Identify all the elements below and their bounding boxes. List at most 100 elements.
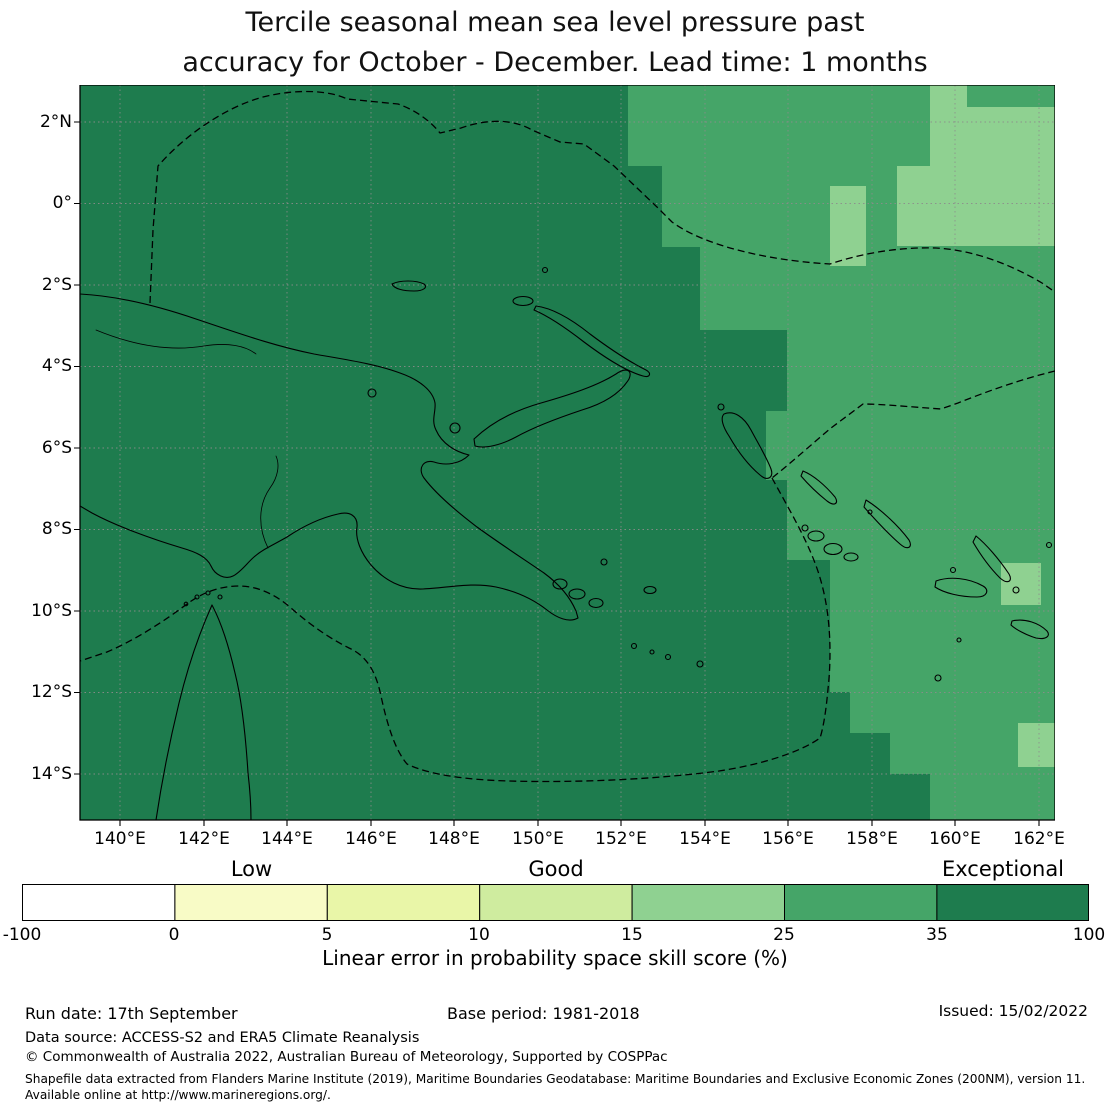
island-small — [956, 637, 962, 643]
map-frame — [79, 85, 1055, 821]
island-louisiade — [630, 642, 638, 650]
lat-tick-label: 6°S — [41, 438, 72, 458]
colorbar-segment — [479, 884, 633, 921]
issued-date: Issued: 15/02/2022 — [938, 1002, 1088, 1020]
low-skill-patch — [897, 166, 967, 246]
colorbar-caption: Linear error in probability space skill … — [322, 946, 788, 970]
colorbar-tick: 10 — [468, 925, 490, 945]
island-new-georgia — [807, 530, 825, 542]
low-skill-patch — [967, 107, 1055, 246]
island-new-hanover — [512, 295, 534, 307]
river-sepik — [95, 329, 257, 355]
lat-tick-label: 14°S — [31, 764, 72, 784]
lon-tick-label: 162°E — [1013, 829, 1065, 849]
graticule-grid — [80, 85, 1055, 820]
island-new-georgia — [843, 552, 859, 562]
island-louisiade — [696, 660, 704, 668]
lat-tick-label: 4°S — [41, 356, 72, 376]
lon-tick-label: 146°E — [345, 829, 397, 849]
colorbar-segment — [22, 884, 176, 921]
lon-tick-label: 148°E — [428, 829, 480, 849]
colorbar — [22, 884, 1089, 921]
colorbar-tick: -100 — [2, 925, 42, 945]
island-dentrecasteaux — [568, 588, 586, 600]
island-torres — [217, 594, 223, 600]
lon-tick-label: 156°E — [762, 829, 814, 849]
colorbar-tick: 0 — [168, 925, 180, 945]
island-louisiade — [664, 653, 672, 661]
title-line-2: accuracy for October - December. Lead ti… — [182, 47, 928, 78]
colorbar-tick: 25 — [773, 925, 795, 945]
island-woodlark — [643, 585, 657, 595]
island-dentrecasteaux — [552, 578, 568, 590]
island-small — [1045, 541, 1053, 549]
lat-tick-label: 2°S — [41, 275, 72, 295]
lon-tick-label: 152°E — [595, 829, 647, 849]
shapefile-note-1: Shapefile data extracted from Flanders M… — [25, 1072, 1086, 1086]
title-line-1: Tercile seasonal mean sea level pressure… — [245, 7, 865, 38]
lon-tick-label: 150°E — [512, 829, 564, 849]
coast-new-britain — [473, 369, 631, 448]
lat-tick-label: 0° — [52, 193, 72, 213]
colorbar-segment — [631, 884, 785, 921]
island-dentrecasteaux — [588, 597, 604, 609]
river-fly — [260, 455, 279, 549]
island-manus — [391, 280, 427, 292]
coast-australia-cape-york — [155, 604, 252, 821]
eez-png-north — [149, 90, 1055, 304]
lat-tick-label: 8°S — [41, 519, 72, 539]
colorbar-tick: 35 — [926, 925, 948, 945]
lon-tick-label: 160°E — [929, 829, 981, 849]
coast-choiseul — [800, 470, 838, 505]
low-skill-patch — [1001, 563, 1041, 605]
island-torres — [194, 594, 200, 600]
copyright-line: © Commonwealth of Australia 2022, Austra… — [25, 1049, 668, 1065]
island-small — [541, 266, 549, 274]
coast-guadalcanal — [934, 577, 988, 598]
lon-tick-label: 144°E — [261, 829, 313, 849]
coast-santa-isabel — [863, 499, 911, 549]
shapefile-note-2: Available online at http://www.marinereg… — [25, 1088, 331, 1102]
map-region-high-skill — [80, 85, 930, 820]
coast-bougainville — [721, 412, 773, 479]
colorbar-label-exceptional: Exceptional — [941, 857, 1065, 881]
colorbar-segment — [326, 884, 481, 921]
lat-tick-label: 12°S — [31, 682, 72, 702]
island-trobriand — [600, 558, 608, 566]
low-skill-patch — [1018, 723, 1055, 767]
low-skill-patch — [830, 186, 866, 266]
coast-makira — [1010, 619, 1049, 640]
coast-new-ireland — [533, 305, 651, 377]
island-torres — [183, 601, 189, 607]
colorbar-tick: 100 — [1072, 925, 1106, 945]
skill-map — [74, 85, 1055, 826]
lon-tick-label: 158°E — [846, 829, 898, 849]
island-rennell — [934, 674, 942, 682]
base-period: Base period: 1981-2018 — [447, 1004, 640, 1023]
colorbar-tick: 5 — [321, 925, 333, 945]
data-source: Data source: ACCESS-S2 and ERA5 Climate … — [25, 1030, 420, 1046]
lat-tick-label: 10°S — [31, 601, 72, 621]
colorbar-segment — [936, 884, 1089, 921]
island-small — [801, 524, 809, 532]
colorbar-segment — [174, 884, 328, 921]
island-small — [949, 566, 957, 574]
island-umboi — [449, 422, 461, 434]
axis-tick-marks — [74, 121, 1040, 826]
colorbar-label-good: Good — [528, 857, 584, 881]
coast-malaita — [972, 535, 1011, 583]
island-small — [1012, 586, 1020, 594]
eez-png-south — [79, 477, 831, 783]
map-region-low-skill-patches — [830, 85, 1055, 767]
colorbar-tick: 15 — [621, 925, 643, 945]
colorbar-label-low: Low — [230, 857, 273, 881]
eez-boundaries — [79, 90, 1055, 783]
island-louisiade — [649, 649, 655, 655]
island-new-georgia — [823, 542, 843, 556]
island-buka — [717, 403, 725, 411]
lat-tick-label: 2°N — [39, 112, 72, 132]
island-karkar — [367, 388, 377, 398]
run-date: Run date: 17th September — [25, 1004, 238, 1023]
island-small — [867, 509, 873, 515]
